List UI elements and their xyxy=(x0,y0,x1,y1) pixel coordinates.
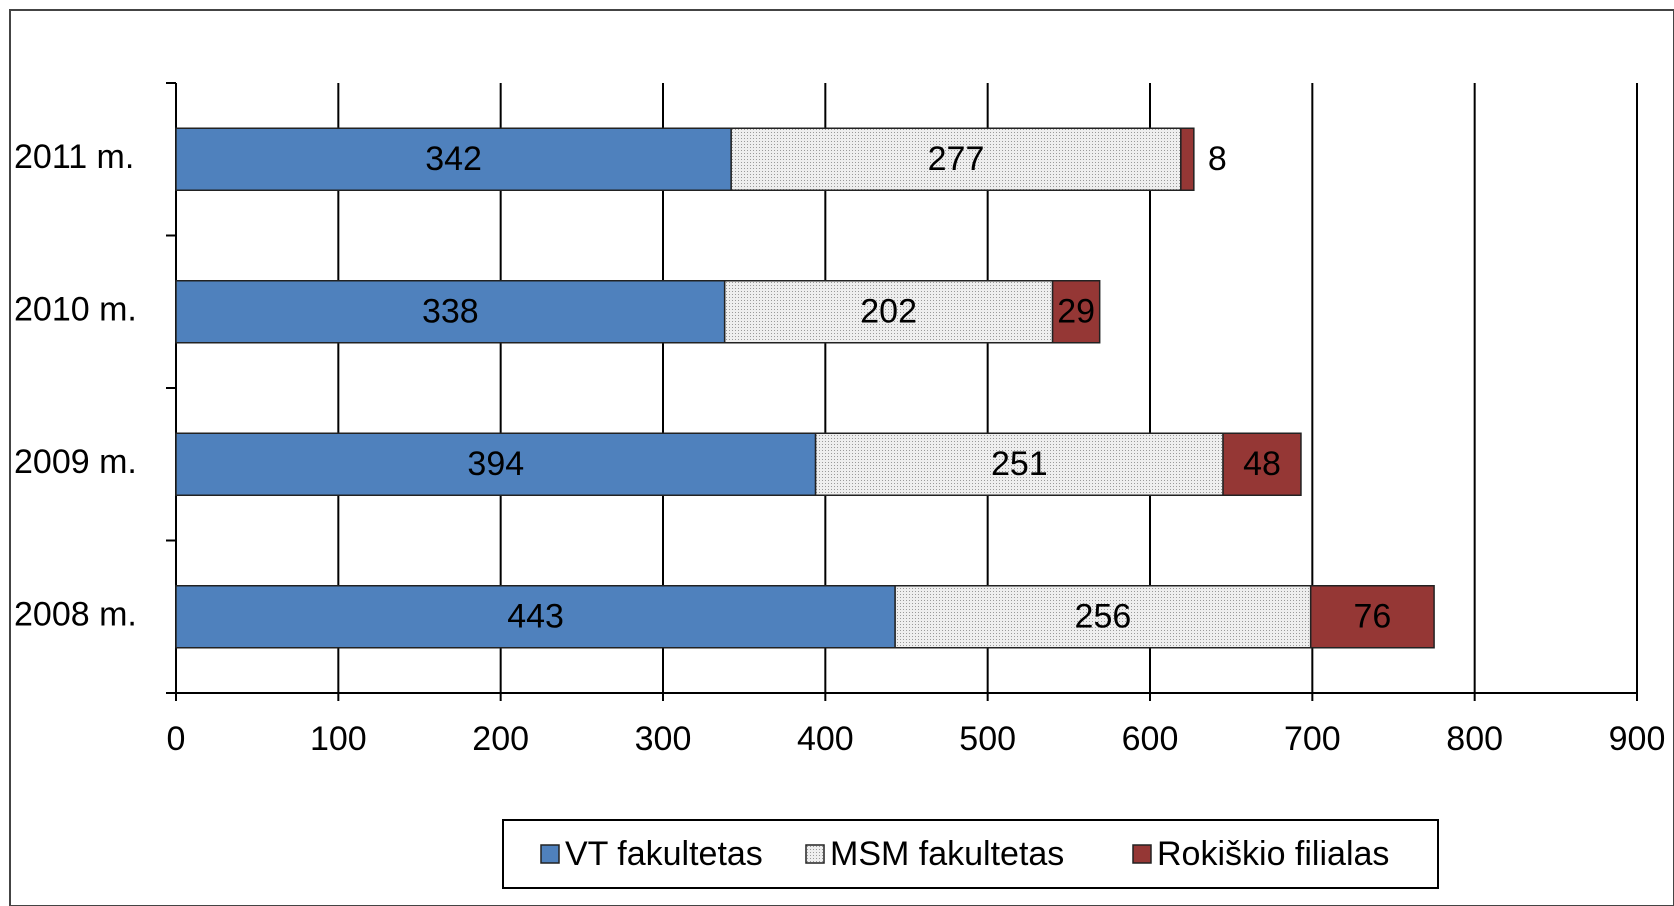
data-label: 251 xyxy=(991,445,1048,483)
x-tick-label: 0 xyxy=(167,720,186,758)
data-label: 48 xyxy=(1243,445,1281,483)
legend-swatch xyxy=(1132,844,1152,864)
bar-segment xyxy=(175,432,817,496)
x-tick-label: 800 xyxy=(1446,720,1503,758)
bar-segment xyxy=(814,432,1224,496)
chart-frame xyxy=(9,9,1674,906)
y-tick-label: 2010 m. xyxy=(14,291,137,329)
data-label: 394 xyxy=(467,445,524,483)
y-tick-label: 2008 m. xyxy=(14,596,137,634)
data-label: 338 xyxy=(422,293,479,331)
data-label: 8 xyxy=(1208,140,1227,178)
legend-label: MSM fakultetas xyxy=(830,835,1064,873)
bar-segment xyxy=(723,280,1054,344)
bar-segment xyxy=(1309,585,1435,649)
x-tick-label: 100 xyxy=(310,720,367,758)
data-label: 443 xyxy=(507,598,564,636)
legend-swatch xyxy=(540,844,560,864)
x-tick-label: 200 xyxy=(472,720,529,758)
x-tick-label: 500 xyxy=(959,720,1016,758)
y-tick-label: 2009 m. xyxy=(14,443,137,481)
bar-segment xyxy=(175,127,732,191)
data-label: 29 xyxy=(1057,293,1095,331)
x-tick-label: 600 xyxy=(1122,720,1179,758)
bar-segment xyxy=(730,127,1182,191)
y-tick-label: 2011 m. xyxy=(14,138,134,176)
bar-segment xyxy=(1222,432,1302,496)
data-label: 256 xyxy=(1075,598,1132,636)
x-tick-label: 400 xyxy=(797,720,854,758)
x-tick-label: 900 xyxy=(1609,720,1666,758)
legend-box xyxy=(502,819,1439,889)
data-label: 277 xyxy=(928,140,985,178)
bar-segment xyxy=(175,585,896,649)
x-tick-label: 300 xyxy=(635,720,692,758)
x-tick-label: 700 xyxy=(1284,720,1341,758)
data-label: 342 xyxy=(425,140,482,178)
data-label: 202 xyxy=(860,293,917,331)
legend-label: Rokiškio filialas xyxy=(1157,835,1389,873)
data-label: 76 xyxy=(1353,598,1391,636)
legend-swatch xyxy=(805,844,825,864)
bar-segment xyxy=(1180,127,1195,191)
bar-segment xyxy=(1051,280,1101,344)
legend-label: VT fakultetas xyxy=(565,835,763,873)
bar-segment xyxy=(175,280,726,344)
